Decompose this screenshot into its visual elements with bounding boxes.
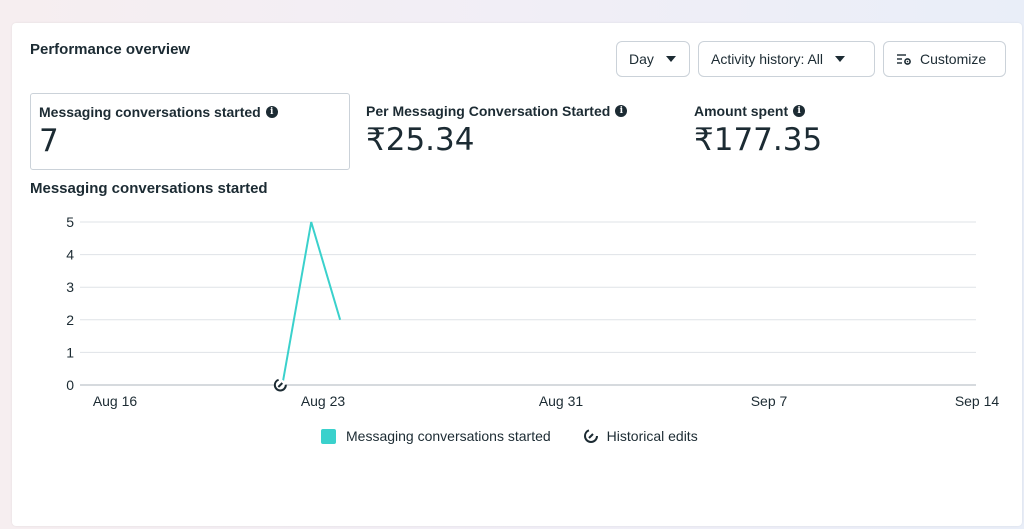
- legend-series[interactable]: Messaging conversations started: [321, 428, 551, 444]
- customize-button[interactable]: Customize: [883, 41, 1006, 77]
- metric-cost-per-conversation[interactable]: Per Messaging Conversation Started i ₹25…: [358, 93, 678, 170]
- x-tick-label: Sep 7: [751, 393, 788, 409]
- metric-label: Amount spent: [694, 103, 789, 119]
- customize-settings-icon: [897, 54, 911, 65]
- historical-edits-icon: [583, 429, 598, 443]
- y-tick-label: 1: [66, 344, 74, 360]
- day-dropdown-label: Day: [629, 51, 654, 67]
- metric-value: ₹177.35: [694, 122, 823, 158]
- info-icon[interactable]: i: [793, 105, 806, 117]
- metric-value: 7: [39, 123, 59, 159]
- chart-title: Messaging conversations started: [30, 180, 268, 197]
- x-tick-label: Aug 23: [301, 393, 346, 409]
- caret-down-icon: [665, 56, 676, 62]
- chart-legend: Messaging conversations started Historic…: [321, 428, 730, 444]
- caret-down-icon: [835, 56, 846, 62]
- series-line: [281, 221, 342, 386]
- page-title: Performance overview: [30, 41, 191, 58]
- y-tick-label: 0: [66, 377, 74, 393]
- metric-label: Per Messaging Conversation Started: [366, 103, 611, 119]
- y-tick-label: 4: [66, 247, 74, 263]
- customize-label: Customize: [920, 51, 987, 67]
- info-icon[interactable]: i: [615, 105, 628, 117]
- legend-edits-label: Historical edits: [606, 428, 698, 444]
- activity-history-dropdown[interactable]: Activity history: All: [698, 41, 875, 77]
- historical-edit-marker[interactable]: [273, 378, 287, 392]
- legend-historical-edits[interactable]: Historical edits: [583, 428, 698, 444]
- metric-value: ₹25.34: [366, 122, 475, 158]
- y-tick-label: 2: [66, 312, 74, 328]
- info-icon[interactable]: i: [265, 106, 278, 118]
- y-tick-label: 5: [66, 214, 74, 230]
- performance-overview-card: Performance overview Day Activity histor…: [12, 23, 1022, 526]
- legend-series-label: Messaging conversations started: [346, 428, 551, 444]
- metric-amount-spent[interactable]: Amount spent i ₹177.35: [686, 93, 1006, 170]
- y-tick-label: 3: [66, 279, 74, 295]
- activity-history-label: Activity history: All: [711, 51, 824, 67]
- x-tick-label: Aug 16: [93, 393, 138, 409]
- x-tick-label: Aug 31: [539, 393, 584, 409]
- line-chart: 5 4 3 2 1 0 Aug 16 Aug 23 Aug 31 Sep 7 Sep 14: [66, 214, 1000, 409]
- metric-label: Messaging conversations started: [39, 104, 261, 120]
- day-dropdown[interactable]: Day: [616, 41, 690, 77]
- legend-swatch: [321, 428, 336, 444]
- metric-messaging-conversations[interactable]: Messaging conversations started i 7: [30, 93, 350, 170]
- x-tick-label: Sep 14: [955, 393, 1000, 409]
